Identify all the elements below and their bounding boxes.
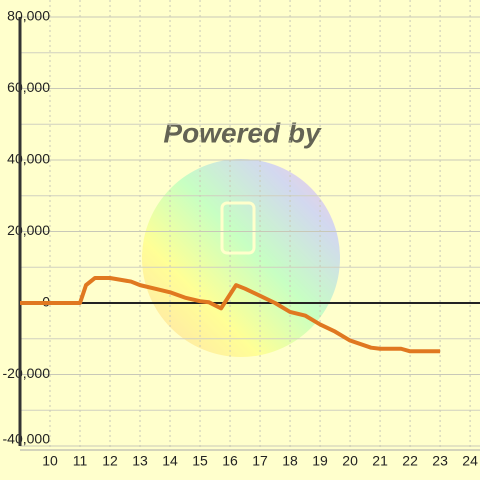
x-tick-label: 21 [372,453,388,469]
watermark-text: Powered by [163,117,322,148]
x-tick-label: 10 [42,453,58,469]
y-tick-label: 40,000 [7,151,50,167]
x-tick-label: 19 [312,453,328,469]
x-tick-label: 17 [252,453,268,469]
watermark: Powered by [142,117,340,357]
x-tick-label: 13 [132,453,148,469]
y-tick-label: 60,000 [7,79,50,95]
x-tick-label: 12 [102,453,118,469]
y-tick-label: -40,000 [3,431,51,447]
x-tick-label: 16 [222,453,238,469]
y-tick-label: 20,000 [7,222,50,238]
data-line [20,275,441,354]
y-tick-label: -20,000 [3,365,51,381]
y-tick-label: 80,000 [7,8,50,24]
x-tick-label: 11 [73,453,88,469]
x-tick-label: 18 [282,453,298,469]
x-tick-label: 22 [402,453,418,469]
x-tick-label: 20 [342,453,358,469]
x-tick-label: 14 [162,453,178,469]
x-tick-label: 15 [192,453,208,469]
x-tick-label: 23 [432,453,448,469]
x-tick-label: 24 [462,453,478,469]
